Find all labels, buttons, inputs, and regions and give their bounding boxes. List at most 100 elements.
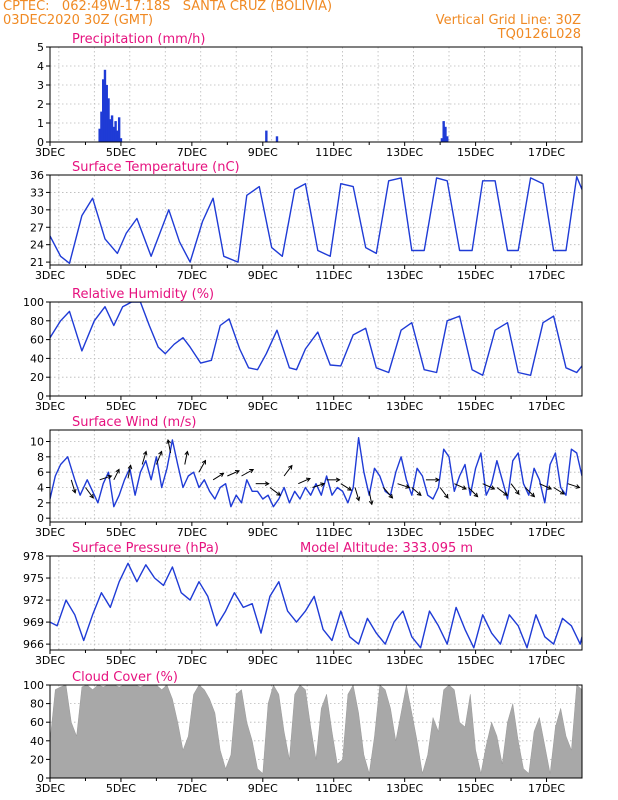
- panel-frame: [49, 684, 583, 779]
- x-tick-label: 13DEC: [386, 269, 423, 282]
- precip-bar: [103, 69, 107, 142]
- precip-bar: [100, 111, 103, 142]
- wind-arrow-head: [461, 485, 467, 490]
- wind-arrow-head: [368, 500, 374, 506]
- x-tick-label: 15DEC: [457, 526, 494, 539]
- precip-bar: [98, 128, 101, 142]
- y-tick-label: 0: [37, 772, 44, 785]
- x-tick-label: 7DEC: [177, 782, 207, 795]
- x-tick-label: 11DEC: [315, 526, 352, 539]
- panel-title: Cloud Cover (%): [72, 670, 178, 685]
- x-tick-label: 15DEC: [457, 654, 494, 667]
- wind-arrow: [539, 483, 552, 490]
- wind-arrow: [510, 483, 520, 495]
- wind-arrow: [383, 487, 393, 499]
- y-tick-label: 60: [30, 334, 44, 347]
- x-tick-label: 5DEC: [106, 269, 136, 282]
- precip-bar: [116, 130, 119, 142]
- wind-arrow: [227, 470, 240, 477]
- precip-bar: [107, 98, 110, 142]
- x-tick-label: 3DEC: [35, 146, 65, 159]
- wind-arrow: [155, 451, 163, 465]
- wind-arrow: [454, 483, 467, 490]
- precip-bar: [265, 130, 268, 142]
- y-tick-label: 5: [37, 41, 44, 54]
- rh-line: [50, 302, 582, 376]
- wind-arrow: [127, 465, 132, 479]
- panel-temp: 21 24 27 30 33 36 3DEC 5DEC 7DEC 9DEC 11DEC 13DEC 15…: [30, 160, 583, 282]
- precip-bar: [446, 136, 449, 142]
- pressure-line: [50, 562, 582, 649]
- panel-rh: 0 20 40 60 80 100 3DEC 5DEC 7DEC 9DEC 11DEC 13DEC 15…: [23, 287, 583, 413]
- wind-arrow-head: [115, 468, 120, 474]
- panel-frame: [49, 174, 583, 266]
- wind-arrow: [482, 483, 495, 490]
- precip-bar: [440, 138, 444, 142]
- panel-precip: 0 1 2 3 4 5 3DEC 5DEC 7DEC 9DEC 11DEC 13DEC 15DEC 17D…: [35, 32, 583, 159]
- wind-arrow-head: [559, 490, 565, 495]
- cloud-area: [50, 685, 582, 778]
- x-tick-label: 9DEC: [248, 269, 278, 282]
- y-tick-label: 20: [30, 371, 44, 384]
- x-tick-label: 13DEC: [386, 146, 423, 159]
- x-tick-label: 13DEC: [386, 400, 423, 413]
- wind-arrow-head: [184, 450, 190, 456]
- wind-arrow: [198, 460, 206, 473]
- y-tick-label: 21: [30, 256, 44, 269]
- wind-arrow: [269, 487, 281, 496]
- header-station: CPTEC: 062:49W-17:18S SANTA CRUZ (BOLIVI…: [3, 0, 333, 14]
- x-tick-label: 3DEC: [35, 400, 65, 413]
- x-tick-label: 11DEC: [315, 400, 352, 413]
- wind-vectors: [70, 438, 581, 506]
- y-tick-label: 30: [30, 204, 44, 217]
- y-tick-label: 972: [23, 594, 44, 607]
- wind-arrow: [340, 483, 352, 491]
- wind-arrow-head: [405, 484, 411, 489]
- x-tick-label: 11DEC: [315, 269, 352, 282]
- panel-title: Surface Pressure (hPa): [72, 541, 219, 556]
- header-grid-line: Vertical Grid Line: 30Z: [435, 13, 581, 28]
- wind-arrow-head: [107, 474, 113, 480]
- y-tick-label: 0: [37, 390, 44, 403]
- y-tick-label: 100: [23, 679, 44, 692]
- wind-arrow: [567, 483, 580, 489]
- wind-arrow-head: [347, 486, 353, 491]
- panel-frame: [49, 46, 583, 143]
- wind-arrow-head: [71, 488, 77, 494]
- wind-arrow-head: [287, 464, 293, 470]
- panel-cloud: 0 20 40 60 80 100 3DEC 5DEC 7DEC 9DEC 11DEC 13DEC 15…: [23, 670, 583, 795]
- precip-bar: [119, 138, 123, 142]
- x-tick-label: 13DEC: [386, 654, 423, 667]
- y-tick-label: 0: [37, 512, 44, 525]
- wind-arrow-head: [503, 491, 509, 496]
- x-tick-label: 17DEC: [528, 400, 565, 413]
- y-tick-label: 8: [37, 451, 44, 464]
- x-tick-label: 17DEC: [528, 782, 565, 795]
- y-tick-label: 4: [37, 60, 44, 73]
- header-run-date: 03DEC2020 30Z (GMT): [3, 13, 154, 28]
- precip-bar: [112, 126, 116, 142]
- wind-arrow: [524, 487, 535, 497]
- temp-line: [50, 175, 582, 264]
- x-tick-label: 5DEC: [106, 782, 136, 795]
- y-tick-label: 36: [30, 169, 44, 182]
- wind-arrow-head: [249, 469, 255, 474]
- x-tick-label: 9DEC: [248, 654, 278, 667]
- wind-arrow: [184, 451, 188, 465]
- x-tick-label: 11DEC: [315, 654, 352, 667]
- x-tick-label: 7DEC: [177, 400, 207, 413]
- x-tick-label: 15DEC: [457, 782, 494, 795]
- wind-arrow-head: [276, 491, 282, 496]
- wind-arrow-head: [142, 450, 148, 456]
- wind-arrow: [411, 487, 422, 496]
- x-tick-label: 5DEC: [106, 654, 136, 667]
- precip-bar: [117, 117, 121, 142]
- wind-arrow-head: [264, 481, 270, 487]
- precip-bar: [442, 121, 445, 142]
- wind-arrow: [141, 451, 147, 465]
- wind-arrow-head: [89, 493, 94, 499]
- x-tick-label: 9DEC: [248, 526, 278, 539]
- precip-bar: [110, 115, 114, 142]
- x-tick-label: 5DEC: [106, 400, 136, 413]
